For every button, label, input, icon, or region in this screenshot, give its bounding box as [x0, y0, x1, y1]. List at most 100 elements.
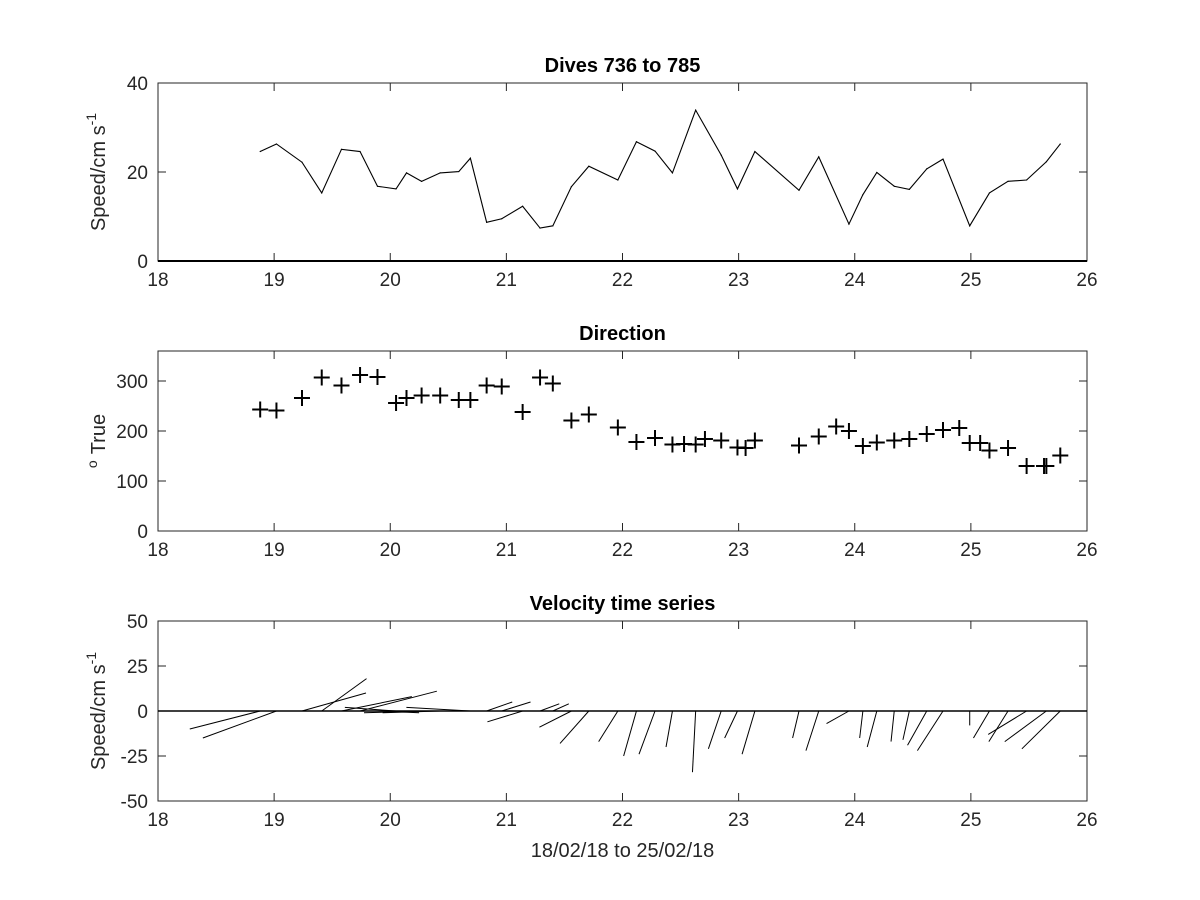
y-tick-label: 0	[137, 252, 148, 273]
direction-data-point	[628, 434, 645, 450]
y-tick-label: 0	[137, 702, 148, 723]
speed-data-point	[405, 172, 408, 174]
velocity-stick	[665, 710, 673, 748]
speed-data-point	[395, 188, 397, 190]
x-tick-label: 20	[380, 270, 401, 291]
velocity-stick	[907, 710, 928, 746]
direction-data-point	[828, 418, 845, 435]
speed-data-point	[469, 157, 471, 159]
chart-title: Velocity time series	[530, 593, 716, 615]
y-axis-label: Speed/cm s-1	[83, 113, 110, 231]
direction-data-point	[886, 432, 903, 449]
y-tick-label: 50	[127, 612, 148, 633]
speed-data-point	[376, 185, 379, 187]
velocity-stick	[916, 710, 944, 751]
speed-data-point	[862, 194, 864, 196]
speed-data-point	[588, 165, 590, 167]
x-tick-label: 21	[496, 270, 517, 291]
y-tick-label: 40	[127, 74, 148, 95]
speed-data-point	[876, 171, 878, 174]
plot-frame	[157, 350, 1088, 532]
velocity-stick	[487, 710, 523, 723]
speed-data-point	[736, 188, 739, 190]
plot-frame	[157, 82, 1088, 262]
direction-data-point	[868, 434, 885, 451]
speed-data-point	[969, 225, 971, 227]
velocity-stick	[987, 710, 1027, 735]
direction-data-point	[1052, 447, 1069, 464]
y-axis-label-main: Speed/cm s	[88, 664, 110, 770]
velocity-stick	[202, 710, 277, 739]
speed-data-point	[988, 192, 991, 194]
velocity-stick	[359, 690, 437, 712]
velocity-stick	[321, 678, 367, 712]
x-tick-label: 21	[496, 810, 517, 831]
speed-data-point	[301, 161, 303, 163]
velocity-stick	[623, 710, 637, 757]
speed-data-point	[501, 218, 503, 220]
direction-data-point	[972, 435, 989, 451]
velocity-stick	[859, 710, 864, 739]
speed-data-point	[942, 158, 944, 160]
x-tick-label: 20	[380, 540, 401, 561]
speed-data-point	[926, 168, 928, 170]
direction-data-point	[854, 438, 871, 454]
y-tick-label: 100	[116, 472, 148, 493]
x-tick-label: 22	[612, 540, 633, 561]
direction-data-point	[514, 404, 531, 420]
x-tick-label: 24	[844, 810, 866, 831]
direction-data-point	[981, 442, 998, 459]
speed-data-point	[552, 225, 554, 227]
y-tick-label: -50	[121, 792, 148, 813]
x-tick-label: 23	[728, 270, 749, 291]
x-tick-label: 18	[147, 810, 168, 831]
x-tick-label: 22	[612, 270, 633, 291]
speed-data-point	[617, 179, 619, 181]
speed-data-point	[439, 172, 441, 174]
velocity-stick	[805, 710, 820, 751]
direction-data-point	[713, 432, 730, 449]
direction-data-point	[1036, 458, 1053, 474]
direction-data-point	[1000, 440, 1017, 456]
x-tick-label: 18	[147, 270, 168, 291]
speed-data-point	[321, 192, 323, 194]
speed-data-point	[486, 221, 488, 223]
speed-data-point	[635, 141, 638, 143]
velocity-stick	[189, 710, 261, 730]
direction-data-point	[398, 390, 415, 406]
y-axis-label-sup: -1	[83, 652, 99, 665]
velocity-stick	[741, 710, 756, 755]
speed-data-point	[421, 180, 423, 182]
direction-data-point	[252, 401, 269, 418]
direction-data-point	[580, 406, 597, 423]
y-tick-label: 20	[127, 163, 148, 184]
speed-data-point	[259, 150, 261, 153]
direction-data-point	[544, 375, 561, 392]
velocity-stick	[344, 706, 397, 712]
x-tick-label: 26	[1076, 270, 1097, 291]
direction-data-point	[676, 436, 693, 452]
velocity-stick	[988, 710, 1009, 742]
direction-data-point	[810, 428, 827, 445]
direction-data-point	[563, 412, 580, 429]
y-tick-label: -25	[121, 747, 148, 768]
direction-data-point	[696, 431, 713, 447]
direction-data-point	[1018, 458, 1035, 474]
panel-line: Dives 736 to 785 18 19 20 21 22 23 24 25 26 0 20 40 S…	[83, 55, 1098, 291]
velocity-stick	[866, 710, 878, 748]
speed-data-point	[654, 150, 656, 152]
x-tick-label: 19	[264, 270, 285, 291]
direction-data-point	[737, 440, 754, 456]
y-tick-label: 200	[116, 422, 148, 443]
y-tick-label: 0	[137, 522, 148, 543]
velocity-stick	[486, 701, 513, 712]
direction-data-point	[901, 431, 918, 447]
velocity-stick	[552, 703, 570, 712]
x-tick-label: 18	[147, 540, 168, 561]
speed-data-point	[570, 186, 573, 188]
x-tick-label: 25	[960, 270, 981, 291]
velocity-stick	[792, 710, 800, 739]
x-axis-label: 18/02/18 to 25/02/18	[531, 840, 715, 862]
speed-data-point	[275, 143, 278, 145]
